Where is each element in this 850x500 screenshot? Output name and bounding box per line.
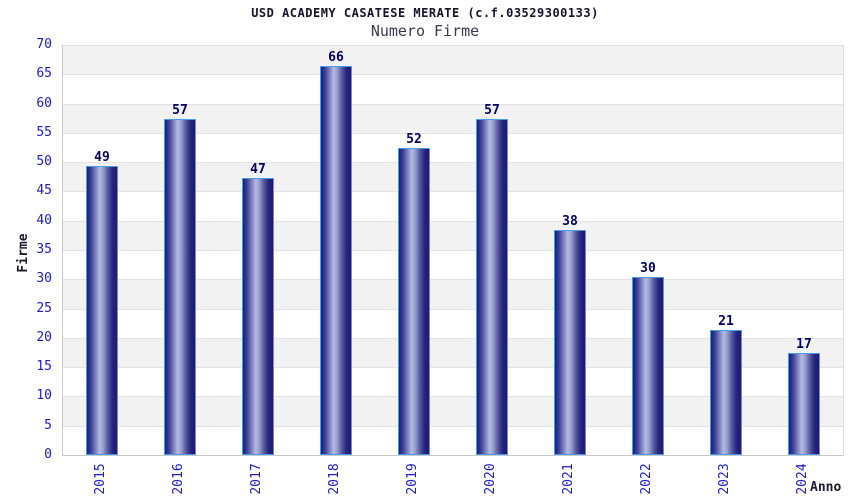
bar-2016 xyxy=(164,119,196,455)
x-tick-label: 2015 xyxy=(93,463,108,495)
bar-2017 xyxy=(242,177,274,455)
y-tick-label: 5 xyxy=(44,417,52,433)
gridline xyxy=(63,425,843,427)
bar-value-label: 57 xyxy=(172,103,188,119)
bar-value-label: 47 xyxy=(250,161,266,177)
y-tick-label: 30 xyxy=(36,271,52,287)
y-tick-label: 60 xyxy=(36,95,52,111)
gridline xyxy=(63,337,843,339)
x-tick-label: 2023 xyxy=(717,463,732,495)
bar-2020 xyxy=(476,119,508,455)
x-axis-label: Anno xyxy=(810,480,842,495)
gridline xyxy=(63,396,843,398)
y-tick-label: 65 xyxy=(36,66,52,82)
gridline xyxy=(63,45,843,46)
bar-2018 xyxy=(320,66,352,455)
chart-title: USD ACADEMY CASATESE MERATE (c.f.0352930… xyxy=(251,6,599,20)
gridline xyxy=(63,132,843,134)
chart-subtitle: Numero Firme xyxy=(370,22,480,40)
bar-value-label: 49 xyxy=(94,150,110,165)
x-tick-label: 2022 xyxy=(639,463,654,495)
y-tick-label: 35 xyxy=(36,242,52,257)
gridline xyxy=(63,279,843,281)
x-tick-label: 2016 xyxy=(171,463,186,495)
y-tick-label: 25 xyxy=(36,300,52,316)
plot-band xyxy=(63,74,843,103)
x-tick-label: 2019 xyxy=(405,463,420,495)
y-tick-label: 50 xyxy=(36,154,52,170)
gridline xyxy=(63,220,843,222)
x-tick-label: 2021 xyxy=(561,463,576,495)
y-tick-label: 0 xyxy=(44,447,52,462)
gridline xyxy=(63,191,843,193)
y-tick-label: 20 xyxy=(36,329,52,345)
gridline xyxy=(63,74,843,76)
x-tick-label: 2017 xyxy=(249,463,264,495)
x-tick-label: 2018 xyxy=(327,463,342,495)
bar-value-label: 30 xyxy=(640,261,656,277)
y-tick-label: 40 xyxy=(36,212,52,228)
y-tick-label: 15 xyxy=(36,359,52,375)
x-tick-label: 2020 xyxy=(483,463,498,495)
gridline xyxy=(63,162,843,164)
y-tick-label: 55 xyxy=(36,124,52,140)
bar-2023 xyxy=(710,330,742,455)
bar-2015 xyxy=(86,166,118,455)
plot-band xyxy=(63,45,843,75)
bar-value-label: 57 xyxy=(484,103,500,119)
gridline xyxy=(63,308,843,310)
gridline xyxy=(63,367,843,369)
bar-value-label: 17 xyxy=(796,337,812,353)
bar-2021 xyxy=(554,230,586,455)
plot-area: 49 57 47 66 52 57 38 30 21 17 xyxy=(62,45,844,456)
y-tick-label: 10 xyxy=(36,388,52,404)
gridline xyxy=(63,103,843,105)
bar-2022 xyxy=(632,277,664,455)
y-tick-label: 70 xyxy=(36,37,52,52)
y-tick-label: 45 xyxy=(36,183,52,199)
bar-value-label: 52 xyxy=(406,132,422,148)
gridline xyxy=(63,250,843,251)
x-tick-label: 2024 xyxy=(795,463,810,495)
bar-value-label: 66 xyxy=(328,50,344,66)
bar-2024 xyxy=(788,353,820,455)
bar-2019 xyxy=(398,148,430,455)
bar-value-label: 21 xyxy=(718,314,734,329)
bar-value-label: 38 xyxy=(562,214,578,230)
